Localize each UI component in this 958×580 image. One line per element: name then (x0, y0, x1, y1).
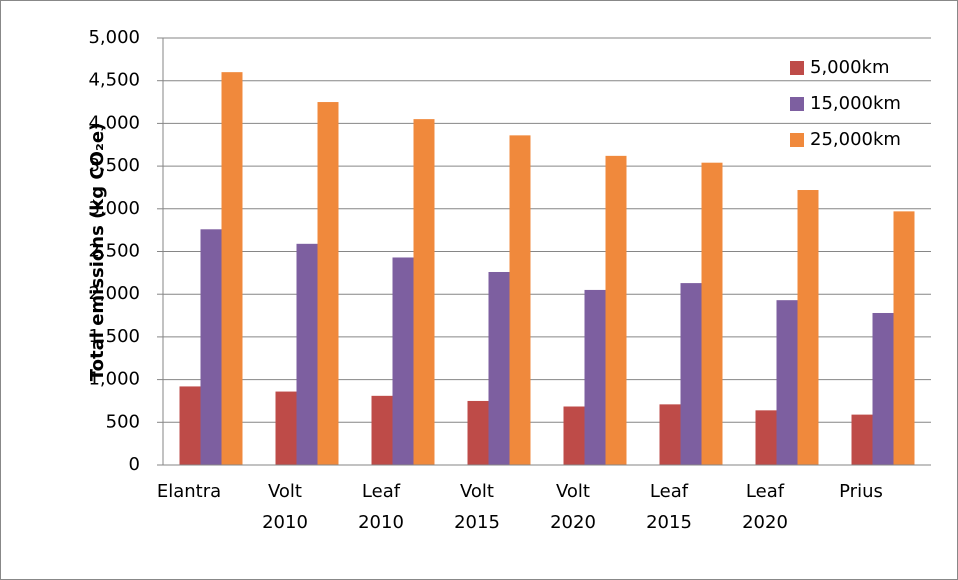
y-tick-label: 3,500 (88, 155, 140, 176)
bar (563, 406, 585, 465)
legend-label: 15,000km (810, 93, 901, 114)
y-tick-label: 3,000 (88, 198, 140, 219)
x-tick-label: Leaf (650, 481, 689, 502)
legend-swatch (790, 61, 804, 75)
x-tick-label: 2010 (358, 512, 404, 533)
y-tick-label: 0 (129, 454, 140, 475)
bar (413, 119, 435, 465)
legend-label: 5,000km (810, 57, 890, 78)
bar (275, 391, 297, 465)
bar (893, 211, 915, 465)
bar (755, 410, 777, 465)
legend-swatch (790, 133, 804, 147)
y-tick-label: 500 (106, 411, 140, 432)
bar (872, 312, 894, 465)
x-tick-label: Volt (556, 481, 590, 502)
x-tick-label: 2020 (742, 512, 788, 533)
bar (296, 243, 318, 465)
bar (467, 400, 489, 465)
x-tick-label: 2010 (262, 512, 308, 533)
y-axis-label: Total emissions (kg CO₂e) (87, 123, 108, 382)
bar (776, 300, 798, 465)
y-tick-label: 2,500 (88, 241, 140, 262)
bar (659, 404, 681, 465)
bar (371, 395, 393, 465)
bar (179, 386, 201, 465)
bar (701, 162, 723, 465)
y-tick-label: 5,000 (88, 27, 140, 48)
bar (509, 135, 531, 465)
legend-label: 25,000km (810, 129, 901, 150)
bar (605, 155, 627, 466)
bar (317, 102, 339, 466)
bar (392, 257, 414, 465)
x-tick-label: 2020 (550, 512, 596, 533)
x-tick-label: Leaf (746, 481, 785, 502)
bar (851, 414, 873, 465)
x-tick-label: Leaf (362, 481, 401, 502)
legend-swatch (790, 97, 804, 111)
bar (200, 229, 222, 465)
y-tick-label: 4,000 (88, 112, 140, 133)
bar (680, 283, 702, 465)
y-tick-label: 4,500 (88, 70, 140, 91)
x-tick-label: 2015 (646, 512, 692, 533)
x-tick-label: Volt (460, 481, 494, 502)
bar (488, 271, 510, 465)
x-tick-label: Elantra (157, 481, 221, 502)
bar (584, 289, 606, 465)
x-tick-label: Prius (839, 481, 883, 502)
x-tick-label: 2015 (454, 512, 500, 533)
x-tick-label: Volt (268, 481, 302, 502)
bar (797, 190, 819, 465)
y-tick-label: 1,500 (88, 326, 140, 347)
y-tick-label: 2,000 (88, 283, 140, 304)
bar (221, 72, 243, 465)
y-tick-label: 1,000 (88, 369, 140, 390)
